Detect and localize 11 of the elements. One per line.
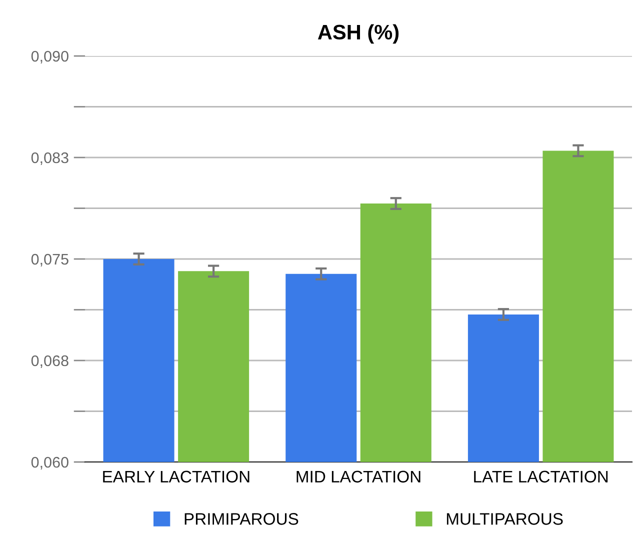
chart-title: ASH (%): [318, 24, 399, 44]
legend-label: PRIMIPAROUS: [184, 513, 298, 525]
x-tick-label: MID LACTATION: [296, 470, 420, 483]
x-tick-label: EARLY LACTATION: [103, 470, 250, 483]
y-tick-label: 0,090: [31, 50, 68, 64]
y-tick-label: 0,075: [31, 254, 68, 266]
legend-label: MULTIPAROUS: [446, 513, 563, 525]
y-tick-label: 0,060: [31, 456, 68, 470]
y-tick-label: 0,068: [31, 355, 68, 368]
y-tick-label: 0,083: [31, 152, 68, 165]
x-tick-label: LATE LACTATION: [474, 470, 608, 483]
